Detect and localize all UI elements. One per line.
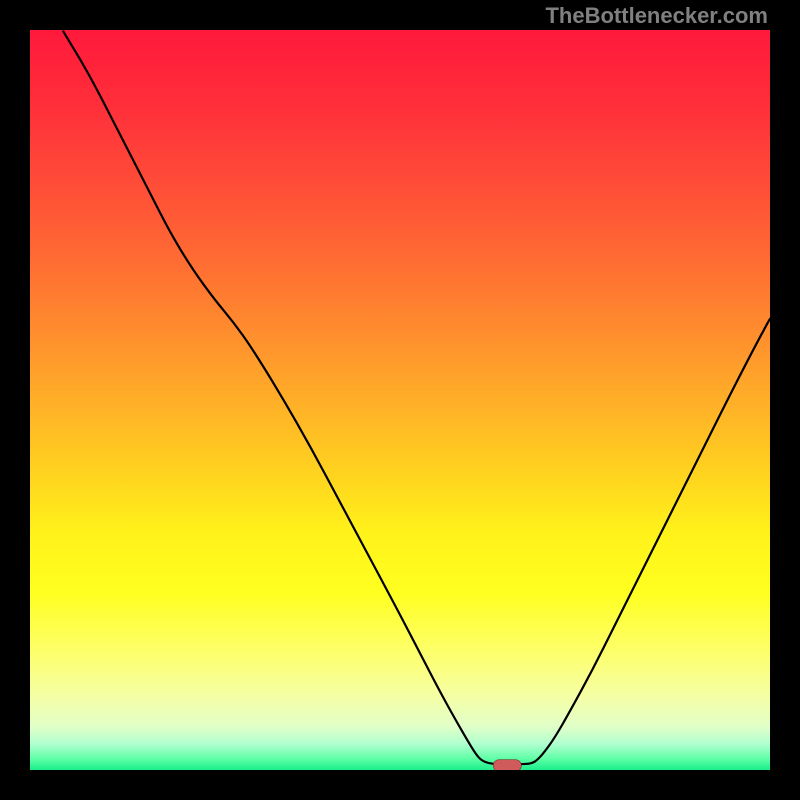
gradient-background xyxy=(30,30,770,770)
optimal-point-marker xyxy=(493,760,521,770)
bottleneck-curve-chart xyxy=(30,30,770,770)
plot-area xyxy=(30,30,770,770)
attribution-text: TheBottlenecker.com xyxy=(545,3,768,29)
chart-frame: TheBottlenecker.com xyxy=(0,0,800,800)
